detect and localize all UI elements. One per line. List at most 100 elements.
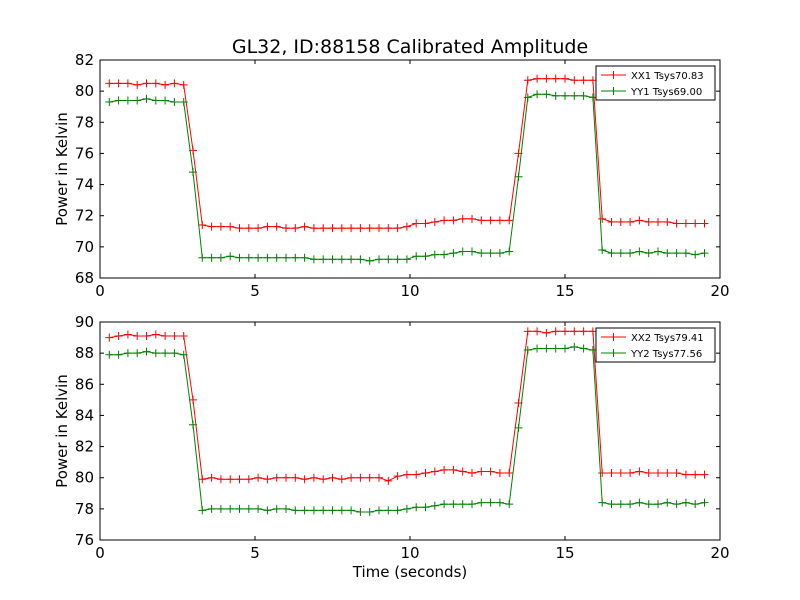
data-point: [486, 216, 495, 225]
data-point: [170, 332, 179, 341]
data-point: [607, 249, 616, 258]
data-point: [151, 96, 160, 105]
data-point: [402, 470, 411, 479]
data-point: [142, 94, 151, 103]
data-point: [309, 506, 318, 515]
legend-label: YY2 Tsys77.56: [630, 349, 702, 360]
data-point: [514, 423, 523, 432]
data-point: [440, 465, 449, 474]
data-point: [235, 253, 244, 262]
data-point: [300, 506, 309, 515]
data-point: [216, 475, 225, 484]
data-point: [309, 255, 318, 264]
data-point: [319, 506, 328, 515]
data-point: [477, 498, 486, 507]
data-point: [495, 469, 504, 478]
legend-marker: [609, 87, 618, 95]
data-point: [533, 90, 542, 99]
data-point: [254, 473, 263, 482]
data-point: [616, 249, 625, 258]
data-point: [179, 80, 188, 89]
data-point: [244, 504, 253, 513]
data-point: [681, 219, 690, 228]
data-point: [626, 249, 635, 258]
data-point: [672, 500, 681, 509]
data-point: [356, 224, 365, 233]
data-point: [282, 504, 290, 513]
data-point: [430, 467, 439, 476]
data-point: [505, 247, 514, 256]
data-point: [598, 214, 607, 223]
legend: XX2 Tsys79.41 YY2 Tsys77.56: [595, 327, 716, 363]
data-point: [198, 253, 207, 262]
data-point: [319, 224, 328, 233]
legend-label: XX2 Tsys79.41: [631, 333, 704, 344]
data-point: [468, 214, 476, 223]
data-point: [272, 473, 281, 482]
data-point: [570, 342, 579, 351]
data-point: [626, 469, 635, 478]
data-point: [523, 76, 532, 85]
data-point: [244, 224, 253, 233]
data-point: [402, 222, 411, 231]
data-point: [449, 216, 458, 225]
data-point: [691, 470, 700, 479]
data-point: [347, 506, 356, 515]
x-axis-label: Time (seconds): [352, 563, 468, 581]
data-point: [430, 217, 439, 226]
data-point: [319, 475, 328, 484]
data-point: [616, 500, 625, 509]
data-point: [505, 469, 514, 478]
data-point: [663, 249, 672, 258]
data-point: [254, 504, 263, 513]
data-point: [207, 504, 216, 513]
data-point: [179, 98, 188, 107]
data-point: [616, 217, 625, 226]
data-point: [328, 224, 337, 233]
data-point: [189, 420, 197, 429]
data-point: [300, 253, 309, 262]
data-point: [495, 498, 504, 507]
data-point: [672, 219, 681, 228]
data-point: [347, 224, 356, 233]
data-point: [607, 217, 616, 226]
data-point: [635, 498, 644, 507]
data-point: [663, 498, 672, 507]
data-point: [681, 470, 690, 479]
series-1: [105, 74, 709, 233]
data-point: [179, 332, 188, 341]
data-point: [123, 79, 132, 88]
data-point: [291, 224, 300, 233]
x-tick-label: 20: [710, 282, 729, 300]
data-point: [644, 469, 653, 478]
data-point: [133, 349, 142, 358]
data-point: [533, 344, 542, 353]
data-point: [161, 80, 170, 89]
data-point: [254, 253, 263, 262]
data-point: [635, 216, 644, 225]
data-point: [133, 80, 142, 89]
data-point: [449, 249, 458, 258]
data-point: [421, 503, 430, 512]
data-point: [375, 255, 383, 264]
data-point: [198, 506, 207, 515]
data-point: [198, 221, 207, 230]
data-point: [198, 475, 207, 484]
data-point: [291, 506, 300, 515]
data-point: [207, 253, 216, 262]
data-point: [375, 473, 383, 482]
data-point: [430, 250, 439, 259]
data-point: [542, 328, 551, 337]
data-point: [375, 224, 383, 233]
y-tick-label: 76: [75, 531, 94, 549]
data-point: [114, 332, 123, 341]
y-tick-label: 78: [75, 500, 94, 518]
data-point: [551, 91, 560, 100]
data-point: [263, 475, 272, 484]
data-point: [523, 93, 532, 102]
data-point: [551, 344, 560, 353]
data-point: [337, 255, 346, 264]
data-point: [654, 247, 662, 256]
data-point: [570, 91, 579, 100]
data-point: [579, 76, 588, 85]
